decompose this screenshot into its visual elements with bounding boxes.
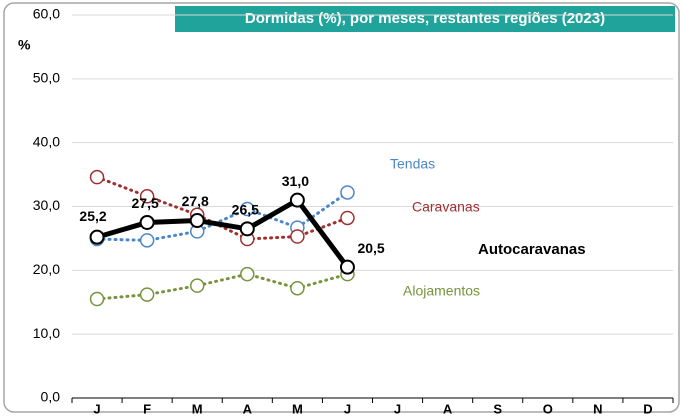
data-point xyxy=(89,291,105,307)
data-point xyxy=(240,266,255,282)
x-tick-label: J xyxy=(93,401,100,416)
data-label: 25,2 xyxy=(79,208,106,224)
y-tick-label: 20,0 xyxy=(33,261,60,277)
x-tick-label: A xyxy=(443,401,453,416)
data-point xyxy=(139,189,155,204)
data-point xyxy=(340,185,355,200)
series-line xyxy=(95,175,349,241)
x-tick-label: O xyxy=(543,401,553,416)
data-label: 27,8 xyxy=(182,193,209,209)
data-point xyxy=(339,259,355,275)
data-label: 27,5 xyxy=(132,195,159,211)
series-label: Caravanas xyxy=(412,199,480,215)
x-tick-label: S xyxy=(493,401,502,416)
x-tick-label: F xyxy=(143,401,151,416)
y-tick-label: 60,0 xyxy=(33,6,60,22)
y-tick-label: 0,0 xyxy=(41,389,61,405)
data-label: 31,0 xyxy=(282,173,309,189)
x-tick-label: N xyxy=(593,401,602,416)
data-point xyxy=(239,221,255,237)
x-tick-label: M xyxy=(192,401,203,416)
x-tick-label: J xyxy=(394,401,401,416)
data-label: 20,5 xyxy=(357,240,384,256)
chart-title: Dormidas (%), por meses, restantes regiõ… xyxy=(245,10,605,27)
data-point xyxy=(189,278,205,293)
data-point xyxy=(89,229,105,245)
series-label: Alojamentos xyxy=(403,283,480,299)
y-tick-label: 50,0 xyxy=(33,70,60,86)
data-point xyxy=(240,201,255,217)
series-line xyxy=(95,190,349,242)
data-point xyxy=(89,169,105,185)
data-point xyxy=(139,287,155,302)
data-point xyxy=(139,233,155,248)
data-label: 26,5 xyxy=(232,202,259,218)
data-point xyxy=(290,280,305,296)
data-point xyxy=(340,210,355,226)
series-line xyxy=(95,272,349,301)
data-point xyxy=(290,229,305,244)
y-axis-label: % xyxy=(18,37,31,53)
y-tick-label: 30,0 xyxy=(33,197,60,213)
series-label: Tendas xyxy=(390,156,435,172)
y-tick-label: 40,0 xyxy=(33,133,60,149)
series-line xyxy=(94,197,350,270)
chart-frame xyxy=(3,2,680,413)
x-tick-label: M xyxy=(292,401,303,416)
data-point xyxy=(189,213,205,229)
x-tick-label: D xyxy=(643,401,652,416)
x-tick-label: A xyxy=(243,401,253,416)
y-tick-label: 10,0 xyxy=(33,325,60,341)
title-box xyxy=(175,6,675,32)
data-point xyxy=(289,192,305,208)
x-tick-label: J xyxy=(344,401,351,416)
series-label: Autocaravanas xyxy=(478,241,586,258)
data-point xyxy=(139,214,155,230)
